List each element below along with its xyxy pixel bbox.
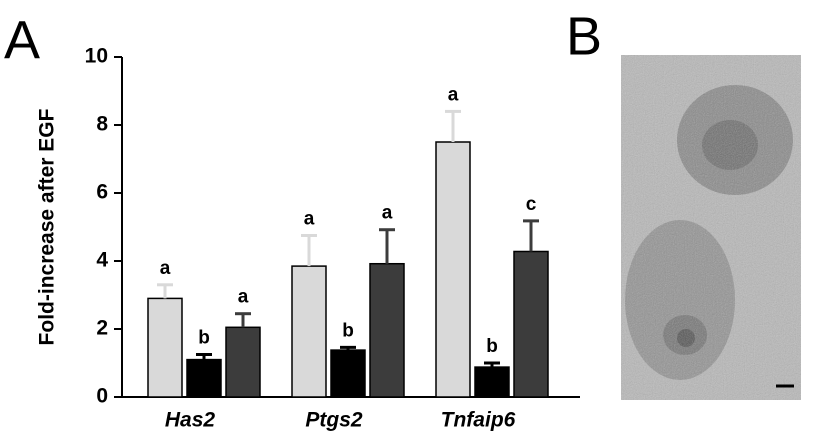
y-tick-label: 0 [96, 385, 108, 408]
panel-label: A [4, 10, 40, 70]
panel-label: B [566, 6, 602, 66]
bar [435, 141, 471, 398]
significance-label: b [342, 320, 354, 341]
significance-label: a [304, 209, 315, 230]
bar [291, 265, 327, 398]
y-tick-label: 4 [96, 249, 108, 272]
significance-label: a [238, 287, 249, 308]
significance-label: a [448, 84, 459, 105]
x-tick-label: Tnfaip6 [441, 409, 516, 432]
bar [330, 349, 366, 398]
bar [186, 358, 222, 398]
y-tick-label: 10 [85, 45, 108, 68]
significance-label: b [486, 336, 498, 357]
y-axis-label: Fold-increase after EGF [36, 108, 59, 345]
y-tick-label: 6 [96, 181, 108, 204]
micrograph [621, 55, 801, 400]
bar [474, 366, 510, 398]
significance-label: a [160, 258, 171, 279]
bar [225, 326, 261, 398]
bar [147, 297, 183, 398]
significance-label: c [526, 194, 537, 215]
significance-label: a [382, 203, 393, 224]
x-tick-label: Ptgs2 [305, 409, 363, 432]
y-tick-label: 8 [96, 113, 108, 136]
significance-label: b [198, 328, 210, 349]
y-tick-label: 2 [96, 317, 108, 340]
bar [513, 250, 549, 398]
bar [369, 262, 405, 398]
x-tick-label: Has2 [165, 409, 216, 432]
